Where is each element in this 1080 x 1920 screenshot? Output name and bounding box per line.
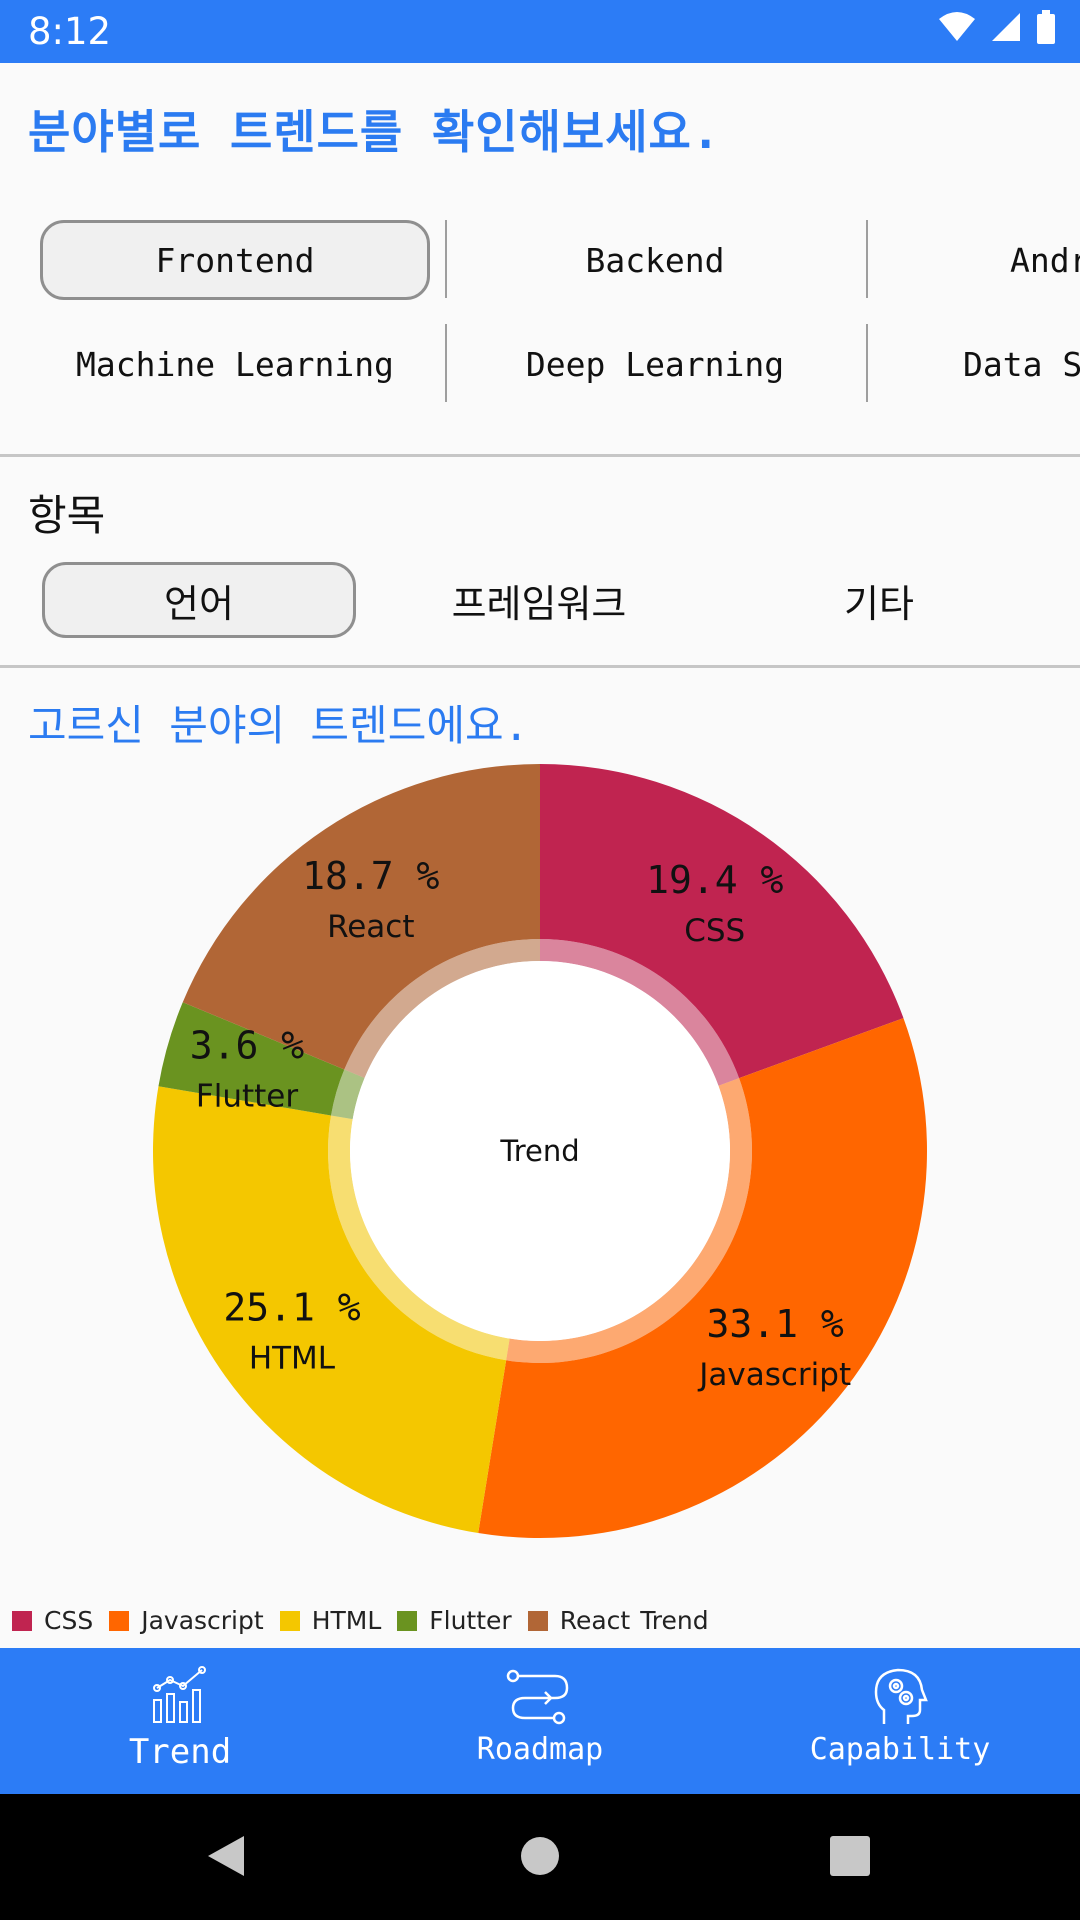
pie-slice-flutter[interactable] — [158, 1002, 345, 1116]
legend-item-html: HTML — [279, 1606, 382, 1635]
pie-slice-css[interactable] — [540, 764, 904, 1079]
legend-item-flutter: Flutter — [397, 1606, 512, 1635]
category-label: Frontend — [155, 240, 315, 280]
nav-trend[interactable]: Trend — [0, 1648, 360, 1794]
roadmap-icon — [506, 1669, 569, 1725]
wifi-icon — [939, 12, 975, 41]
nav-label: Roadmap — [476, 1732, 604, 1767]
category-data-science[interactable]: Data Sc — [870, 324, 1080, 404]
battery-icon — [1037, 10, 1055, 44]
divider — [866, 220, 868, 298]
category-label: Backend — [585, 240, 725, 280]
category-label: Andr — [1010, 240, 1080, 280]
pie-slice-react[interactable] — [182, 764, 540, 1070]
selected-pill — [42, 562, 356, 638]
legend-swatch — [527, 1610, 548, 1631]
legend-item-javascript: Javascript — [109, 1606, 264, 1635]
data-label-value: 33.1 % — [707, 1302, 844, 1346]
bottom-nav: Trend Roadmap Capability — [0, 1648, 1080, 1794]
system-nav-bar — [0, 1794, 1080, 1920]
tab-label: 프레임워크 — [451, 581, 627, 626]
pie-slice-inner-ring — [540, 939, 740, 1086]
tab-label: 언어 — [164, 581, 234, 626]
pie-slice-inner-ring — [506, 1078, 752, 1363]
data-label-value: 18.7 % — [302, 854, 439, 898]
nav-label: Capability — [809, 1732, 991, 1767]
center-label: Trend — [499, 1134, 579, 1168]
chart-icon — [153, 1666, 206, 1723]
status-time: 8:12 — [28, 10, 112, 53]
back-icon[interactable] — [206, 1834, 246, 1878]
data-label-value: 19.4 % — [646, 858, 783, 902]
pie-slice-javascript[interactable] — [478, 1018, 927, 1538]
data-label-name: Javascript — [697, 1357, 851, 1393]
recents-icon[interactable] — [830, 1836, 870, 1876]
category-machine-learning[interactable]: Machine Learning — [20, 324, 450, 404]
data-label-value: 25.1 % — [223, 1285, 360, 1329]
selected-pill — [40, 220, 430, 300]
donut-hole — [350, 961, 730, 1341]
donut-chart: 19.4 % CSS 33.1 % Javascript 25.1 % HTML 3.6 %… — [152, 764, 927, 1538]
legend-swatch — [279, 1610, 300, 1631]
chart-legend: CSS Javascript HTML Flutter React Trend — [12, 1606, 709, 1635]
pie-slice-html[interactable] — [152, 1086, 507, 1534]
data-label-name: Flutter — [196, 1078, 298, 1114]
divider — [0, 665, 1080, 668]
category-frontend[interactable]: Frontend — [40, 220, 430, 300]
tab-label: 기타 — [844, 581, 914, 626]
home-icon[interactable] — [520, 1836, 560, 1876]
category-row-1: Frontend Backend Andr — [0, 220, 1080, 300]
legend-label: CSS — [44, 1606, 94, 1635]
status-bar: 8:12 — [0, 0, 1080, 63]
category-label: Data Sc — [963, 344, 1080, 384]
category-row-2: Machine Learning Deep Learning Data Sc — [0, 324, 1080, 404]
legend-item-css: CSS — [12, 1606, 93, 1635]
page-title: 분야별로 트렌드를 확인해보세요. — [28, 105, 721, 159]
divider — [445, 220, 447, 298]
category-label: Deep Learning — [525, 344, 785, 384]
category-backend[interactable]: Backend — [450, 220, 860, 300]
pie-slice-inner-ring — [328, 1115, 510, 1361]
status-icons — [938, 10, 1056, 44]
category-deep-learning[interactable]: Deep Learning — [450, 324, 860, 404]
divider — [445, 324, 447, 402]
legend-item-react: React — [527, 1606, 631, 1635]
legend-label: Javascript — [141, 1606, 264, 1635]
legend-label: Flutter — [429, 1606, 512, 1635]
pie-slice-inner-ring — [330, 1069, 365, 1120]
category-label: Machine Learning — [76, 344, 394, 384]
legend-swatch — [397, 1610, 418, 1631]
legend-label: HTML — [311, 1606, 382, 1635]
data-label-value: 3.6 % — [190, 1023, 305, 1067]
tab-language[interactable]: 언어 — [42, 562, 356, 638]
data-label-name: React — [327, 909, 414, 945]
legend-swatch — [109, 1610, 130, 1631]
category-android[interactable]: Andr — [870, 220, 1080, 300]
nav-label: Trend — [128, 1732, 232, 1772]
signal-icon — [992, 13, 1020, 41]
chart-title: 고르신 분야의 트렌드에요. — [28, 701, 529, 750]
divider — [866, 324, 868, 402]
section-label: 항목 — [28, 491, 106, 540]
divider — [0, 454, 1080, 457]
nav-capability[interactable]: Capability — [720, 1648, 1080, 1794]
pie-slice-inner-ring — [344, 939, 540, 1078]
legend-label: React — [559, 1606, 631, 1635]
data-label-name: CSS — [684, 913, 745, 949]
brain-gears-icon — [874, 1668, 928, 1724]
legend-title: Trend — [640, 1606, 709, 1635]
nav-roadmap[interactable]: Roadmap — [360, 1648, 720, 1794]
tab-framework[interactable]: 프레임워크 — [382, 562, 696, 638]
legend-swatch — [12, 1610, 32, 1631]
data-label-name: HTML — [249, 1340, 336, 1376]
tab-etc[interactable]: 기타 — [722, 562, 1036, 638]
